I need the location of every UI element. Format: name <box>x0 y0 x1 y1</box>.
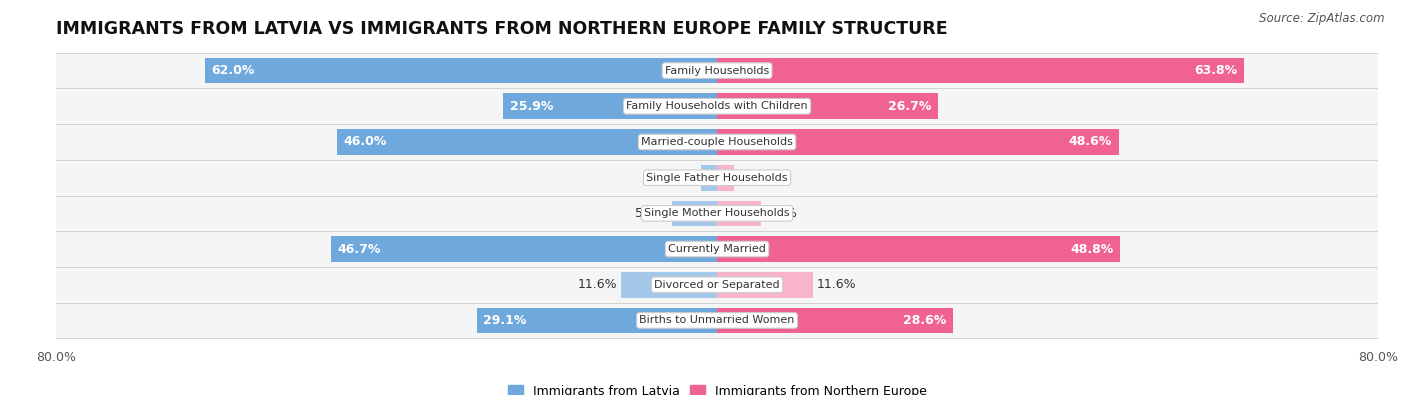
Text: 28.6%: 28.6% <box>904 314 946 327</box>
Bar <box>717 308 953 333</box>
Bar <box>56 124 1378 160</box>
Legend: Immigrants from Latvia, Immigrants from Northern Europe: Immigrants from Latvia, Immigrants from … <box>503 380 931 395</box>
Bar <box>672 201 717 226</box>
Bar <box>717 94 938 119</box>
Text: Source: ZipAtlas.com: Source: ZipAtlas.com <box>1260 12 1385 25</box>
Text: 29.1%: 29.1% <box>484 314 527 327</box>
Bar <box>56 231 1378 267</box>
Bar <box>205 58 717 83</box>
Text: 5.5%: 5.5% <box>636 207 668 220</box>
Text: 1.9%: 1.9% <box>665 171 697 184</box>
Text: 5.3%: 5.3% <box>765 207 797 220</box>
Bar <box>717 236 1121 262</box>
Text: 62.0%: 62.0% <box>211 64 254 77</box>
Bar <box>477 308 717 333</box>
Text: 25.9%: 25.9% <box>510 100 553 113</box>
Bar <box>717 58 1244 83</box>
Text: Single Mother Households: Single Mother Households <box>644 209 790 218</box>
Bar <box>621 272 717 297</box>
Bar <box>717 129 1119 155</box>
Text: 46.7%: 46.7% <box>337 243 381 256</box>
Bar <box>56 160 1378 196</box>
Bar <box>702 165 717 190</box>
Text: Currently Married: Currently Married <box>668 244 766 254</box>
Text: IMMIGRANTS FROM LATVIA VS IMMIGRANTS FROM NORTHERN EUROPE FAMILY STRUCTURE: IMMIGRANTS FROM LATVIA VS IMMIGRANTS FRO… <box>56 19 948 38</box>
Text: 2.0%: 2.0% <box>738 171 769 184</box>
Text: 48.8%: 48.8% <box>1070 243 1114 256</box>
Bar <box>56 196 1378 231</box>
Text: Family Households with Children: Family Households with Children <box>626 101 808 111</box>
Bar <box>717 272 813 297</box>
Bar <box>332 236 717 262</box>
Bar <box>717 201 761 226</box>
Bar <box>337 129 717 155</box>
Text: Single Father Households: Single Father Households <box>647 173 787 182</box>
Text: Family Households: Family Households <box>665 66 769 75</box>
Bar <box>503 94 717 119</box>
Text: 11.6%: 11.6% <box>578 278 617 291</box>
Text: Married-couple Households: Married-couple Households <box>641 137 793 147</box>
Text: 11.6%: 11.6% <box>817 278 856 291</box>
Bar <box>56 88 1378 124</box>
Text: 26.7%: 26.7% <box>887 100 931 113</box>
Text: Divorced or Separated: Divorced or Separated <box>654 280 780 290</box>
Bar <box>56 53 1378 88</box>
Bar <box>56 303 1378 338</box>
Text: 46.0%: 46.0% <box>343 135 387 149</box>
Text: 63.8%: 63.8% <box>1194 64 1237 77</box>
Text: 48.6%: 48.6% <box>1069 135 1112 149</box>
Bar <box>717 165 734 190</box>
Bar <box>56 267 1378 303</box>
Text: Births to Unmarried Women: Births to Unmarried Women <box>640 316 794 325</box>
